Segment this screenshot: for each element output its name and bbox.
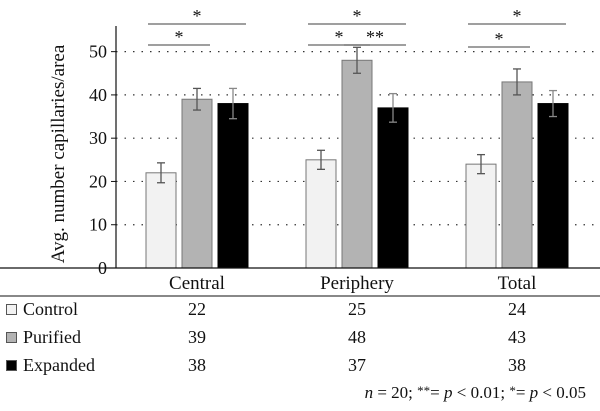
n-var: n: [364, 383, 374, 402]
significance-label: *: [495, 29, 504, 49]
table-cell: 25: [348, 299, 366, 319]
legend-entry-control: Control: [6, 296, 78, 322]
x-tick-label: Periphery: [320, 273, 394, 294]
error-bars: [157, 46, 557, 184]
bar: [537, 103, 569, 269]
table-row: Control 22 25 24: [0, 296, 600, 322]
significance-label: *: [513, 6, 522, 26]
table-cell: 22: [188, 299, 206, 319]
significance-label: *: [335, 27, 344, 47]
table-row: Purified 39 48 43: [0, 324, 600, 350]
significance-brackets: **** ****: [148, 6, 566, 49]
y-tick-label: 50: [89, 42, 107, 62]
bar: [377, 107, 409, 269]
bar: [305, 159, 337, 269]
table-cell: 48: [348, 327, 366, 347]
y-tick-label: 30: [89, 128, 107, 148]
n-text: = 20;: [373, 383, 418, 402]
bar: [465, 163, 497, 269]
bar: [181, 98, 213, 269]
bars: [145, 59, 569, 269]
single-star: *: [509, 383, 516, 398]
legend-entry-purified: Purified: [6, 324, 81, 350]
p1: p: [444, 383, 453, 402]
double-star: **: [417, 383, 431, 398]
table-cell: 24: [508, 299, 526, 319]
table-cell: 38: [188, 355, 206, 375]
table-cell: 43: [508, 327, 526, 347]
x-tick-label: Central: [169, 273, 225, 294]
p2: p: [529, 383, 539, 402]
legend-label: Expanded: [23, 354, 95, 375]
y-tick-label: 10: [89, 215, 107, 235]
footnote: n = 20; **= p < 0.01; *= p < 0.05: [365, 383, 586, 403]
significance-label: *: [193, 6, 202, 26]
significance-label: *: [175, 27, 184, 47]
eq1: =: [430, 383, 444, 402]
table-cell: 37: [348, 355, 366, 375]
table-cell: 38: [508, 355, 526, 375]
bar: [145, 172, 177, 269]
x-tick-label: Total: [498, 273, 537, 294]
purified-swatch: [6, 331, 17, 343]
y-axis-label: Avg. number capillaries/area: [48, 44, 69, 263]
legend-entry-expanded: Expanded: [6, 352, 95, 378]
bar: [341, 59, 373, 269]
significance-label: **: [366, 27, 384, 47]
legend-label: Purified: [23, 326, 81, 347]
eq2: =: [515, 383, 530, 402]
legend-label: Control: [23, 298, 79, 319]
bar: [501, 81, 533, 269]
significance-label: *: [353, 6, 362, 26]
y-tick-label: 40: [89, 85, 107, 105]
expanded-swatch: [6, 359, 17, 371]
bar: [217, 103, 249, 269]
lt2: < 0.05: [538, 383, 586, 402]
table-row: Expanded 38 37 38: [0, 352, 600, 378]
control-swatch: [6, 303, 17, 315]
y-tick-label: 20: [89, 171, 107, 191]
table-cell: 39: [188, 327, 206, 347]
lt1: < 0.01;: [452, 383, 510, 402]
